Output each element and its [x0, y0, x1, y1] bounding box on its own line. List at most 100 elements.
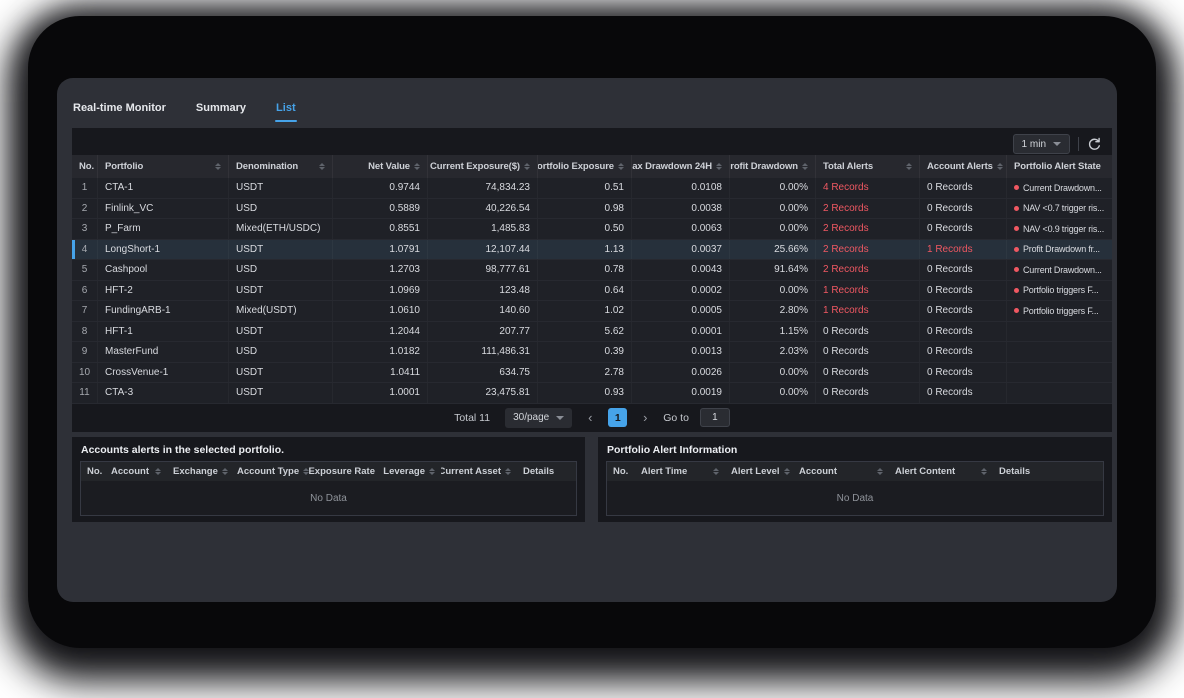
tab-realtime-monitor[interactable]: Real-time Monitor [73, 102, 166, 114]
next-page-button[interactable]: › [643, 410, 648, 425]
cell-total_alerts: 0 Records [816, 363, 920, 383]
sort-icon[interactable] [215, 163, 221, 170]
column-header-account[interactable]: Account [105, 462, 167, 481]
table-row[interactable]: 5 Cashpool USD 1.2703 98,777.61 0.78 0.0043 91.… [72, 260, 1112, 281]
cell-account_alerts: 0 Records [920, 219, 1007, 239]
cell-current_exposure: 23,475.81 [428, 383, 538, 403]
column-label: Max Drawdown 24H [632, 161, 712, 172]
table-row[interactable]: 4 LongShort-1 USDT 1.0791 12,107.44 1.13 0.003… [72, 239, 1112, 260]
column-header-account_type[interactable]: Account Type [231, 462, 309, 481]
portfolio-alert-no-data: No Data [607, 481, 1103, 515]
column-header-portfolio[interactable]: Portfolio [98, 155, 229, 178]
column-header-exchange[interactable]: Exchange [167, 462, 231, 481]
column-header-account[interactable]: Account [793, 462, 889, 481]
column-header-alert_level[interactable]: Alert Level [725, 462, 793, 481]
table-row[interactable]: 11 CTA-3 USDT 1.0001 23,475.81 0.93 0.0019 0.00… [72, 383, 1112, 404]
column-label: Details [523, 466, 555, 477]
column-header-current_asset[interactable]: Current Asset [441, 462, 517, 481]
column-header-leverage[interactable]: Leverage [381, 462, 441, 481]
toolbar-divider [1078, 137, 1079, 151]
column-header-denomination[interactable]: Denomination [229, 155, 333, 178]
column-header-portfolio_exposure[interactable]: Portfolio Exposure [538, 155, 632, 178]
sort-icon[interactable] [713, 468, 719, 475]
sort-icon[interactable] [505, 468, 511, 475]
page-size-select[interactable]: 30/page [505, 407, 573, 428]
cell-portfolio_exposure: 5.62 [538, 322, 632, 342]
alert-state-text: Profit Drawdown fr... [1023, 244, 1100, 255]
cell-account_alerts: 0 Records [920, 301, 1007, 321]
column-label: No. [87, 466, 103, 477]
column-header-profit_drawdown[interactable]: Profit Drawdown [730, 155, 816, 178]
table-row[interactable]: 10 CrossVenue-1 USDT 1.0411 634.75 2.78 0.0026… [72, 362, 1112, 383]
cell-profit_drawdown: 0.00% [730, 178, 816, 198]
cell-portfolio_exposure: 0.51 [538, 178, 632, 198]
cell-no: 8 [72, 322, 98, 342]
alert-state-text: NAV <0.9 trigger ris... [1023, 223, 1105, 234]
cell-net_value: 0.8551 [333, 219, 428, 239]
page-size-value: 30/page [513, 412, 550, 423]
cell-account_alerts: 0 Records [920, 199, 1007, 219]
table-row[interactable]: 8 HFT-1 USDT 1.2044 207.77 5.62 0.0001 1.15% 0 R… [72, 321, 1112, 342]
cell-denomination: USDT [229, 363, 333, 383]
cell-total_alerts: 2 Records [816, 219, 920, 239]
goto-page-input[interactable] [699, 408, 730, 427]
column-header-account_alerts[interactable]: Account Alerts [920, 155, 1007, 178]
column-header-alert_content[interactable]: Alert Content [889, 462, 993, 481]
sort-icon[interactable] [996, 163, 1003, 170]
cell-current_exposure: 74,834.23 [428, 178, 538, 198]
prev-page-button[interactable]: ‹ [588, 410, 593, 425]
tab-list[interactable]: List [276, 102, 296, 114]
table-row[interactable]: 9 MasterFund USD 1.0182 111,486.31 0.39 0.0013… [72, 342, 1112, 363]
column-label: Exchange [173, 466, 218, 477]
cell-net_value: 1.2703 [333, 260, 428, 280]
table-row[interactable]: 1 CTA-1 USDT 0.9744 74,834.23 0.51 0.0108 0.00%… [72, 178, 1112, 199]
table-row[interactable]: 2 Finlink_VC USD 0.5889 40,226.54 0.98 0.0038 0… [72, 198, 1112, 219]
cell-profit_drawdown: 0.00% [730, 281, 816, 301]
table-row[interactable]: 7 FundingARB-1 Mixed(USDT) 1.0610 140.60 1.02… [72, 301, 1112, 322]
cell-alert_state: NAV <0.7 trigger ris... [1007, 199, 1106, 219]
alert-dot-icon [1014, 185, 1019, 191]
cell-max_drawdown_24h: 0.0002 [632, 281, 730, 301]
refresh-interval-select[interactable]: 1 min [1012, 134, 1070, 154]
cell-max_drawdown_24h: 0.0005 [632, 301, 730, 321]
table-row[interactable]: 6 HFT-2 USDT 1.0969 123.48 0.64 0.0002 0.00% 1 R… [72, 280, 1112, 301]
sort-icon[interactable] [618, 163, 624, 170]
cell-denomination: USDT [229, 322, 333, 342]
column-header-total_alerts[interactable]: Total Alerts [816, 155, 920, 178]
table-row[interactable]: 3 P_Farm Mixed(ETH/USDC) 0.8551 1,485.83 0.50… [72, 219, 1112, 240]
sort-icon[interactable] [303, 468, 309, 475]
dashboard-window: Real-time Monitor Summary List 1 min No.… [57, 78, 1117, 602]
cell-portfolio: CTA-3 [98, 383, 229, 403]
sort-icon[interactable] [221, 468, 228, 475]
accounts-alerts-table: No. Account Exchange Account Type Exposure R… [80, 461, 577, 516]
cell-no: 5 [72, 260, 98, 280]
tab-summary[interactable]: Summary [195, 102, 247, 114]
cell-current_exposure: 140.60 [428, 301, 538, 321]
sort-icon[interactable] [155, 468, 161, 475]
column-header-net_value[interactable]: Net Value [333, 155, 428, 178]
cell-denomination: USDT [229, 281, 333, 301]
cell-net_value: 0.5889 [333, 199, 428, 219]
column-header-current_exposure[interactable]: Current Exposure($) [428, 155, 538, 178]
sort-icon[interactable] [524, 163, 530, 170]
column-header-max_drawdown_24h[interactable]: Max Drawdown 24H [632, 155, 730, 178]
column-header-no: No. [81, 462, 105, 481]
page-number-current[interactable]: 1 [608, 408, 628, 427]
sort-icon[interactable] [414, 163, 420, 170]
refresh-button[interactable] [1087, 137, 1102, 152]
sort-icon[interactable] [429, 468, 435, 475]
sort-icon[interactable] [716, 163, 722, 170]
sort-icon[interactable] [802, 163, 808, 170]
portfolio-list-panel: 1 min No. Portfolio Denomination Net Value C… [72, 128, 1112, 432]
toolbar: 1 min [72, 128, 1112, 155]
sort-icon[interactable] [906, 163, 912, 170]
cell-denomination: USDT [229, 383, 333, 403]
sort-icon[interactable] [877, 468, 883, 475]
cell-profit_drawdown: 91.64% [730, 260, 816, 280]
column-header-alert_time[interactable]: Alert Time [635, 462, 725, 481]
sort-icon[interactable] [783, 468, 790, 475]
cell-current_exposure: 111,486.31 [428, 342, 538, 362]
cell-total_alerts: 2 Records [816, 260, 920, 280]
sort-icon[interactable] [319, 163, 325, 170]
sort-icon[interactable] [981, 468, 987, 475]
